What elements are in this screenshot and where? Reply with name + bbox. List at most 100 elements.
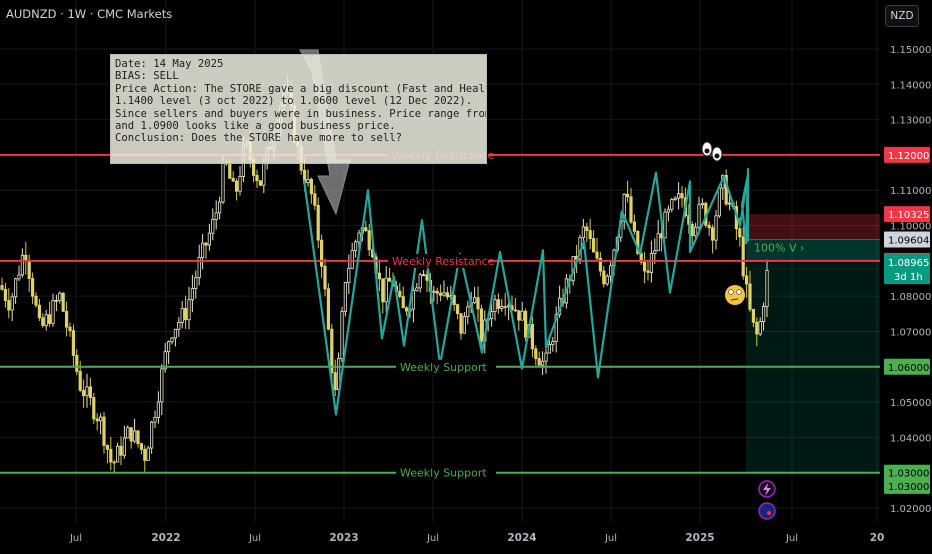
price-badge-text: 1.09604 — [888, 236, 929, 247]
candle-body — [758, 321, 762, 335]
candle-body — [700, 202, 705, 206]
level-price-badge — [884, 146, 930, 163]
candle-body — [48, 314, 52, 324]
time-tick: 2024 — [507, 532, 536, 544]
candle-body — [85, 386, 89, 397]
candle-body — [143, 448, 147, 461]
candle-body — [554, 314, 558, 342]
analysis-note[interactable]: Date: 14 May 2025 BIAS: SELL Price Action:… — [110, 54, 487, 164]
candle-body — [163, 351, 167, 370]
candle-body — [534, 348, 538, 359]
candle-body — [367, 230, 371, 251]
candle-body — [517, 310, 521, 321]
candle-body — [54, 299, 59, 302]
candle-body — [653, 250, 657, 254]
candle-body — [200, 242, 205, 258]
candle-body — [765, 270, 769, 308]
candle-body — [762, 306, 766, 322]
level-label: Weekly Support — [400, 361, 487, 374]
candle-body — [476, 297, 480, 310]
candle-body — [656, 233, 660, 252]
candle-body — [350, 250, 354, 269]
candle-body — [173, 328, 177, 339]
price-tick: 1.02000 — [890, 504, 931, 515]
time-tick: Jul — [426, 533, 439, 544]
candle-body — [384, 277, 388, 303]
candle-body — [102, 416, 106, 446]
position-label: 100% V › — [754, 242, 804, 255]
level-price-badge — [884, 358, 930, 375]
candle-body — [598, 257, 603, 272]
candle-body — [343, 282, 348, 312]
candle-body — [401, 296, 405, 309]
price-axis[interactable]: 1.15000 1.14000 1.13000 1.11000 1.10000 1.080… — [880, 0, 932, 550]
candle-body — [126, 427, 130, 439]
candle-body — [30, 278, 35, 297]
candle-body — [217, 201, 222, 214]
candle-body — [116, 445, 120, 463]
candle-body — [398, 290, 402, 297]
candle-body — [316, 204, 320, 241]
candle-body — [748, 283, 752, 310]
candle-body — [65, 310, 69, 328]
note-line: Date: 14 May 2025 — [115, 58, 224, 70]
bottom-price-text: 1.03000 — [888, 482, 929, 493]
candle-body — [455, 304, 460, 314]
time-tick: Jul — [785, 533, 798, 544]
candle-body — [153, 417, 157, 423]
candle-body — [670, 199, 674, 210]
candle-body — [326, 288, 331, 330]
event-lightning-icon[interactable] — [758, 480, 776, 498]
note-line: and 1.0900 looks like a good business pr… — [115, 120, 396, 133]
price-tick: 1.15000 — [890, 45, 931, 56]
candle-body — [489, 311, 494, 319]
price-badge-text: 1.10325 — [888, 210, 929, 221]
candle-body — [547, 344, 552, 354]
level-price-text: 1.12000 — [888, 151, 929, 162]
candle-body — [622, 193, 626, 222]
candle-body — [197, 257, 201, 278]
candle-body — [755, 321, 759, 335]
candle-body — [132, 430, 137, 442]
candle-body — [418, 274, 422, 289]
candle-body — [751, 308, 756, 323]
candle-body — [595, 251, 599, 259]
candle-body — [231, 177, 235, 182]
candle-body — [136, 430, 140, 445]
candle-body — [513, 309, 518, 312]
level-label: Weekly Support — [400, 467, 487, 480]
candle-body — [17, 274, 21, 280]
position-stop-zone[interactable] — [746, 214, 880, 240]
candle-body — [340, 311, 344, 360]
candle-body — [306, 178, 310, 184]
time-axis[interactable]: Jul 2022 Jul 2023 Jul 2024 Jul 2025 Jul 20 — [0, 524, 884, 550]
candle-body — [183, 308, 188, 321]
time-tick: 2025 — [685, 532, 714, 544]
time-tick: 2022 — [151, 532, 180, 544]
candle-body — [156, 401, 160, 418]
candle-body — [472, 297, 477, 304]
candle-body — [520, 310, 524, 321]
candle-body — [166, 341, 171, 353]
candle-body — [632, 221, 637, 232]
candle-body — [258, 180, 263, 186]
candle-body — [262, 163, 266, 186]
currency-button[interactable]: NZD — [885, 5, 919, 27]
thinking-face-icon — [725, 285, 745, 305]
zigzag-line[interactable] — [302, 167, 750, 416]
note-line: BIAS: SELL — [115, 70, 179, 83]
time-tick: Jul — [604, 533, 617, 544]
candle-body — [313, 193, 317, 206]
candle-body — [643, 261, 647, 272]
candle-body — [221, 162, 225, 203]
candle-body — [452, 295, 456, 305]
candle-body — [238, 176, 242, 192]
event-flag-icon[interactable] — [758, 502, 776, 520]
symbol-title[interactable]: AUDNZD · 1W · CMC Markets — [6, 7, 173, 21]
candle-body — [387, 277, 392, 282]
candle-body — [530, 324, 535, 350]
time-tick: 20 — [870, 532, 885, 544]
candle-body — [694, 226, 698, 237]
candle-body — [415, 287, 419, 291]
candle-body — [323, 265, 327, 290]
